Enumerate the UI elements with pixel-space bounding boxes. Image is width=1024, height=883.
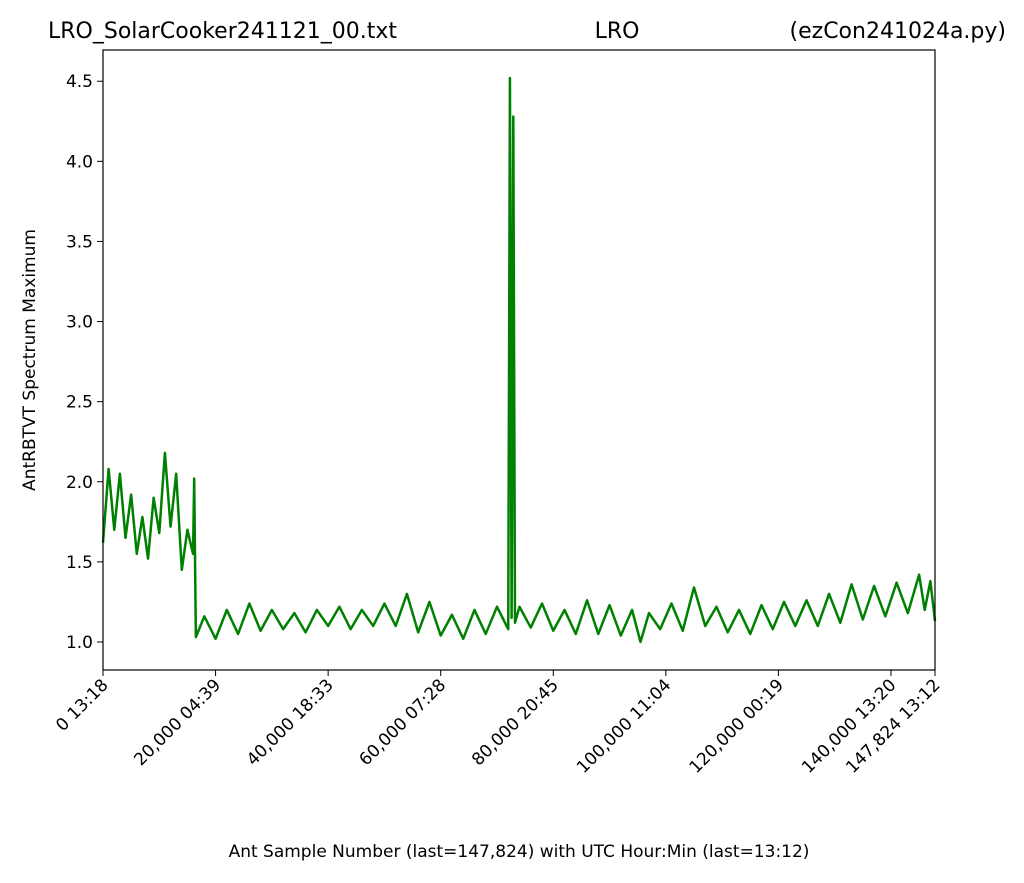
y-tick-label: 3.5: [66, 232, 93, 252]
y-tick-label: 4.0: [66, 152, 93, 172]
y-tick-label: 2.5: [66, 393, 93, 413]
title-left: LRO_SolarCooker241121_00.txt: [48, 19, 397, 44]
y-tick-label: 1.0: [66, 633, 93, 653]
plot-frame: [102, 49, 936, 671]
y-tick-label: 2.0: [66, 473, 93, 493]
x-axis-label: Ant Sample Number (last=147,824) with UT…: [229, 842, 810, 862]
title-right: (ezCon241024a.py): [790, 19, 1006, 44]
y-tick-label: 3.0: [66, 313, 93, 333]
y-tick-label: 4.5: [66, 72, 93, 92]
y-axis-label: AntRBTVT Spectrum Maximum: [20, 229, 40, 491]
data-line: [101, 76, 937, 644]
title-center: LRO: [595, 19, 640, 44]
y-tick-label: 1.5: [66, 553, 93, 573]
